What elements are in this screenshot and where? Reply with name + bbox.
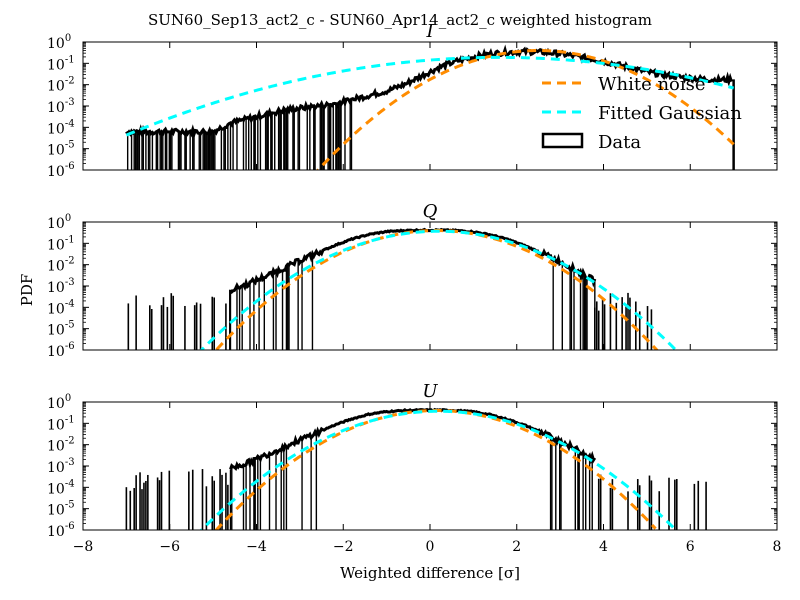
y-tick-label: 10-6 [47, 341, 75, 360]
series-white-noise [214, 229, 659, 350]
series-fitted-gaussian [199, 229, 678, 350]
x-tick-label: −4 [246, 539, 267, 555]
y-tick-label: 10-5 [47, 140, 75, 159]
y-tick-label: 10-1 [47, 234, 75, 253]
legend-data-label: Data [598, 132, 641, 153]
x-tick-label: −8 [73, 539, 94, 555]
x-axis-label: Weighted difference [σ] [340, 564, 520, 582]
y-tick-label: 10-5 [47, 320, 75, 339]
panel-u: −8 −6 −4 −2 0 2 4 6 8 10-6 10-5 10-4 10-3 10-2 10-1 100… [47, 381, 781, 555]
y-tick-label: 10-6 [47, 521, 75, 540]
plot-area [127, 227, 678, 350]
y-tick-label: 100 [47, 33, 71, 52]
x-tick-label: −2 [333, 539, 354, 555]
y-tick-label: 100 [47, 213, 71, 232]
panel-title: I [425, 21, 434, 42]
x-tick-label: 2 [512, 539, 521, 555]
y-tick-label: 100 [47, 393, 71, 412]
y-tick-label: 10-6 [47, 161, 75, 180]
panel-i: 10-6 10-5 10-4 10-3 10-2 10-1 100 I [47, 21, 778, 180]
series-fitted-gaussian [199, 409, 676, 530]
y-tick-label: 10-4 [47, 118, 75, 137]
legend-white-noise-label: White noise [598, 74, 706, 95]
legend-data-swatch [541, 132, 584, 149]
legend-fitted-gaussian-label: Fitted Gaussian [598, 103, 742, 124]
series-white-noise [316, 49, 735, 170]
panel-q: 10-6 10-5 10-4 10-3 10-2 10-1 100 Q [47, 201, 778, 360]
y-tick-label: 10-3 [47, 277, 75, 296]
y-axis-label: PDF [18, 274, 36, 307]
y-tick-label: 10-1 [47, 54, 75, 73]
x-tick-label: 6 [686, 539, 695, 555]
x-tick-label: −6 [159, 539, 180, 555]
panel-title: Q [423, 201, 438, 222]
y-tick-label: 10-4 [47, 298, 75, 317]
y-tick-label: 10-3 [47, 457, 75, 476]
x-tick-label: 0 [426, 539, 435, 555]
legend: White noise Fitted Gaussian Data [541, 74, 742, 153]
y-tick-label: 10-2 [47, 436, 75, 455]
series-data [125, 44, 735, 170]
y-tick-label: 10-2 [47, 256, 75, 275]
plot-area [125, 44, 735, 170]
y-tick-label: 10-5 [47, 500, 75, 519]
y-tick-label: 10-2 [47, 76, 75, 95]
figure-title: SUN60_Sep13_act2_c - SUN60_Apr14_act2_c … [148, 11, 652, 29]
data-envelope [125, 44, 733, 140]
x-tick-label: 8 [773, 539, 782, 555]
panel-title: U [422, 381, 438, 402]
series-white-noise [214, 409, 657, 530]
y-tick-label: 10-1 [47, 414, 75, 433]
series-fitted-gaussian [125, 55, 735, 137]
y-tick-label: 10-4 [47, 478, 75, 497]
x-tick-label: 4 [599, 539, 608, 555]
plot-area [125, 407, 707, 530]
y-tick-label: 10-3 [47, 97, 75, 116]
